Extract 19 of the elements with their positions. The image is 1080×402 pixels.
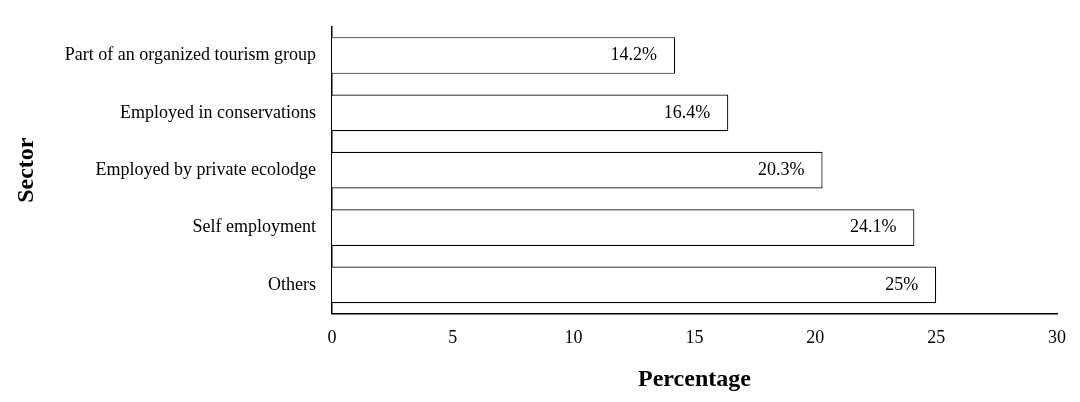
y-tick-label: Self employment (192, 216, 316, 237)
data-label: 20.3% (758, 158, 805, 179)
x-tick-label: 15 (685, 327, 704, 348)
x-tick-label: 30 (1048, 327, 1066, 348)
data-label: 16.4% (663, 101, 711, 122)
data-label: 14.2% (610, 44, 658, 65)
y-axis-title: Sector (11, 137, 38, 203)
y-tick-label: Employed by private ecolodge (95, 158, 316, 179)
x-tick-label: 10 (564, 327, 583, 348)
y-tick-label: Part of an organized tourism group (64, 44, 316, 65)
x-tick-label: 20 (806, 327, 825, 348)
x-tick-label: 0 (327, 327, 337, 348)
y-tick-label: Others (267, 273, 316, 294)
x-tick-label: 25 (927, 327, 946, 348)
data-label: 25% (885, 273, 919, 294)
x-tick-label: 5 (448, 327, 458, 348)
y-tick-label: Employed in conservations (119, 101, 316, 122)
x-axis-title: Percentage (638, 364, 752, 391)
data-label: 24.1% (849, 216, 897, 237)
